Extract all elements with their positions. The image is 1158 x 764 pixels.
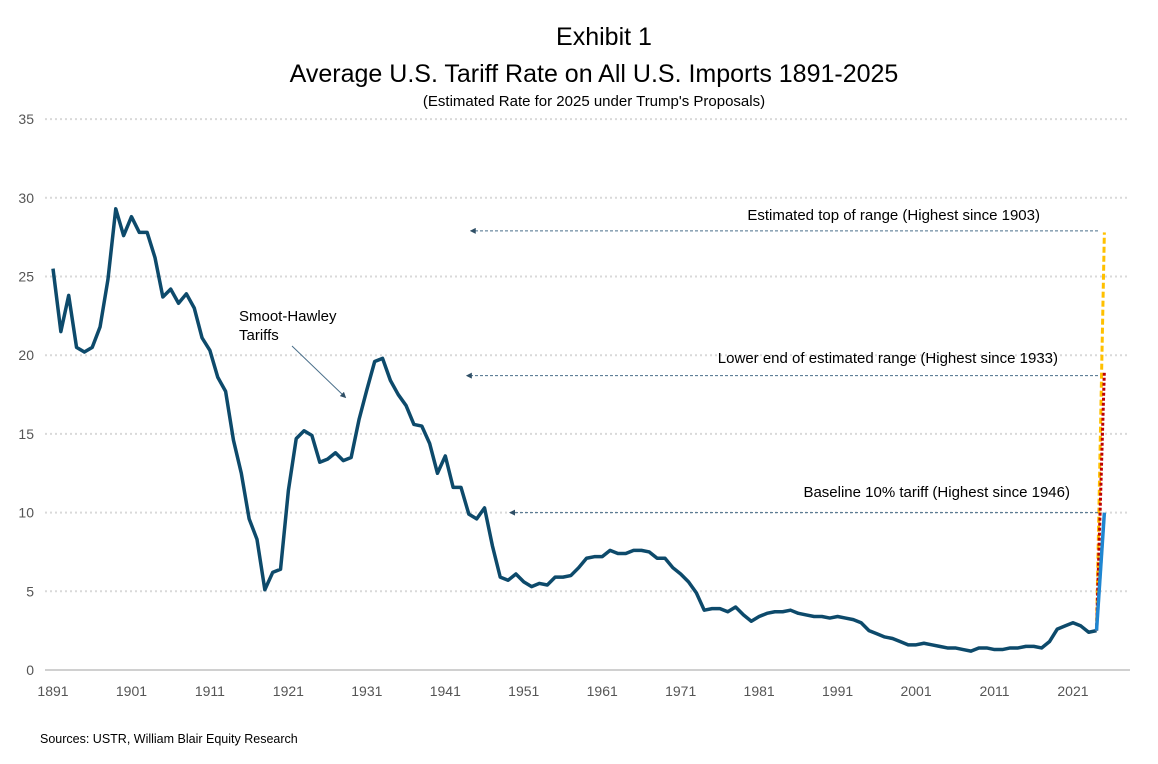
annotation-smoot-hawley: Smoot-Hawley	[239, 308, 337, 325]
x-tick-label: 1901	[116, 683, 147, 699]
y-tick-label: 0	[26, 662, 34, 678]
x-tick-label: 1951	[508, 683, 539, 699]
chart-title-exhibit: Exhibit 1	[556, 23, 652, 51]
x-tick-label: 1971	[665, 683, 696, 699]
y-tick-label: 15	[18, 426, 34, 442]
x-tick-label: 1941	[430, 683, 461, 699]
source-note: Sources: USTR, William Blair Equity Rese…	[40, 732, 298, 746]
annotation-label: Baseline 10% tariff (Highest since 1946)	[803, 484, 1070, 501]
annotation-arrow-smoot-hawley	[291, 345, 347, 399]
x-tick-label: 1921	[273, 683, 304, 699]
y-tick-label: 35	[18, 111, 34, 127]
annotation-smoot-hawley: Tariffs	[239, 327, 279, 344]
annotation-label: Estimated top of range (Highest since 19…	[747, 207, 1040, 224]
y-tick-label: 25	[18, 269, 34, 285]
x-tick-label: 1991	[822, 683, 853, 699]
x-tick-label: 2021	[1057, 683, 1088, 699]
y-tick-label: 30	[18, 190, 34, 206]
chart-title: Average U.S. Tariff Rate on All U.S. Imp…	[290, 60, 899, 88]
y-tick-label: 10	[18, 505, 34, 521]
chart-subtitle: (Estimated Rate for 2025 under Trump's P…	[423, 93, 765, 110]
x-tick-label: 2011	[979, 683, 1009, 699]
x-tick-label: 1911	[195, 683, 225, 699]
series-line-history	[51, 207, 1097, 653]
series-line-baseline-10-tariff	[1094, 512, 1107, 631]
annotation-label: Lower end of estimated range (Highest si…	[718, 350, 1058, 367]
series-line-lower-end-of-estimated-range	[1095, 370, 1106, 631]
x-tick-label: 1891	[37, 683, 68, 699]
y-tick-label: 5	[26, 583, 34, 599]
x-tick-label: 1981	[744, 683, 775, 699]
y-tick-label: 20	[18, 347, 34, 363]
x-tick-label: 1931	[351, 683, 382, 699]
x-tick-label: 2001	[900, 683, 931, 699]
x-tick-label: 1961	[587, 683, 618, 699]
